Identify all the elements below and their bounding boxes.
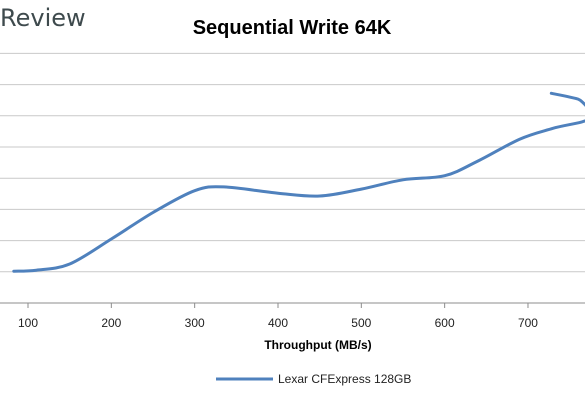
- chart-title: Sequential Write 64K: [193, 17, 392, 39]
- x-tick-label: 500: [351, 316, 371, 330]
- legend: Lexar CFExpress 128GB: [216, 372, 411, 386]
- x-tick-label: 400: [268, 316, 288, 330]
- x-axis-ticks: 100 200 300 400 500 600 700: [18, 303, 538, 330]
- x-tick-label: 300: [185, 316, 205, 330]
- watermark-logo: Review: [0, 4, 86, 32]
- x-tick-label: 600: [435, 316, 455, 330]
- x-tick-label: 100: [18, 316, 38, 330]
- series-line: [12, 91, 585, 273]
- gridlines: [0, 52, 585, 304]
- x-tick-label: 200: [101, 316, 121, 330]
- x-axis-title: Throughput (MB/s): [264, 338, 371, 352]
- series-layer: [12, 91, 585, 273]
- legend-label: Lexar CFExpress 128GB: [278, 372, 411, 386]
- x-tick-label: 700: [518, 316, 538, 330]
